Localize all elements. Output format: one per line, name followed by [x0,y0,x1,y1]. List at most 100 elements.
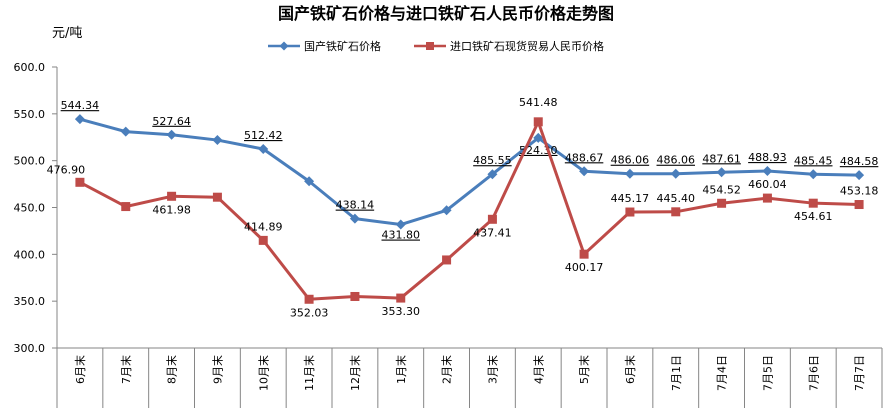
data-point [579,166,590,177]
y-axis-unit: 元/吨 [52,26,82,41]
series-1: 544.34527.64512.42438.14431.80485.55524.… [61,99,879,241]
data-point [212,135,223,146]
x-tick-label: 7月5日 [761,355,774,391]
data-point [854,200,864,210]
data-point [487,169,498,180]
y-tick-label: 600.0 [14,61,46,74]
data-label: 488.67 [565,151,604,164]
data-point [762,193,772,203]
y-tick-label: 300.0 [14,342,46,355]
x-tick-label: 4月末 [531,355,545,384]
x-tick-label: 3月末 [485,355,499,384]
data-label: 414.89 [244,220,283,233]
x-tick-label: 2月末 [440,355,454,384]
data-label: 541.48 [519,96,558,109]
data-point [167,191,177,201]
data-label: 486.06 [657,154,696,167]
y-tick-label: 400.0 [14,248,46,261]
y-tick-label: 550.0 [14,108,46,121]
legend: 国产铁矿石价格 进口铁矿石现货贸易人民币价格 [268,39,604,53]
data-label: 431.80 [382,229,421,242]
data-label: 352.03 [290,306,329,319]
series-2: 476.90 461.98 414.89 352.03 353.30 437.41 541.… [47,96,879,319]
data-label: 400.17 [565,261,604,274]
data-label: 488.93 [748,151,787,164]
data-point [624,168,635,179]
data-label: 544.34 [61,99,100,112]
plot-area: 544.34527.64512.42438.14431.80485.55524.… [47,96,879,319]
x-tick-label: 7月1日 [670,355,683,391]
x-tick-label: 7月7日 [853,355,866,391]
data-label: 485.55 [473,154,512,167]
data-point [75,177,85,187]
data-point [808,169,819,180]
x-tick-label: 6月末 [73,355,87,384]
x-tick-label: 10月末 [256,355,270,391]
data-point [350,291,360,301]
y-tick-label: 350.0 [14,295,46,308]
data-label: 476.90 [47,163,86,176]
data-point [670,168,681,179]
data-label: 485.45 [794,154,833,167]
data-point [120,126,131,137]
x-tick-label: 6月末 [623,355,637,384]
data-point [533,117,543,127]
x-tick-label: 8月末 [165,355,179,384]
data-point [671,207,681,217]
legend-label: 国产铁矿石价格 [304,39,381,53]
data-point [854,170,865,181]
data-point [762,166,773,177]
data-point [487,214,497,224]
y-tick-label: 450.0 [14,202,46,215]
x-tick-label: 11月末 [302,355,316,391]
data-point [74,114,85,125]
y-tick-label: 500.0 [14,155,46,168]
data-point [304,294,314,304]
data-label: 512.42 [244,129,283,142]
data-point [717,198,727,208]
data-point [304,176,315,187]
data-label: 486.06 [611,154,650,167]
x-tick-label: 1月末 [394,355,408,384]
chart-title: 国产铁矿石价格与进口铁矿石人民币价格走势图 [278,4,614,23]
data-point [625,207,635,217]
x-tick-label: 7月4日 [716,355,729,391]
data-label: 461.98 [152,203,191,216]
axes: 300.0 350.0 400.0 450.0 500.0 550.0 600.0 6月末 7月… [14,61,883,408]
data-point [349,213,360,224]
x-tick-label: 7月末 [119,355,133,384]
data-label: 438.14 [336,199,375,212]
legend-marker [426,42,434,50]
legend-label: 进口铁矿石现货贸易人民币价格 [450,39,604,53]
data-label: 460.04 [748,178,787,191]
data-point [442,255,452,265]
data-label: 484.58 [840,155,879,168]
series-line [79,117,860,227]
data-label: 487.61 [702,152,741,165]
data-point [441,205,452,216]
x-tick-label: 12月末 [348,355,362,391]
data-label: 445.17 [611,192,650,205]
data-label: 437.41 [473,226,512,239]
x-tick-label: 9月末 [210,355,224,384]
data-point [212,192,222,202]
data-point [533,132,544,143]
data-label: 454.52 [702,183,741,196]
data-point [716,167,727,178]
data-label: 454.61 [794,210,833,223]
data-point [808,198,818,208]
x-tick-label: 7月6日 [807,355,820,391]
data-point [395,219,406,230]
data-point [579,249,589,259]
data-label: 445.40 [657,192,696,205]
data-label: 527.64 [152,115,191,128]
data-point [121,202,131,212]
data-point [396,293,406,303]
x-tick-label: 5月末 [577,355,591,384]
data-point [258,144,269,155]
data-point [258,235,268,245]
data-label: 353.30 [382,305,421,318]
series-line [79,120,860,301]
